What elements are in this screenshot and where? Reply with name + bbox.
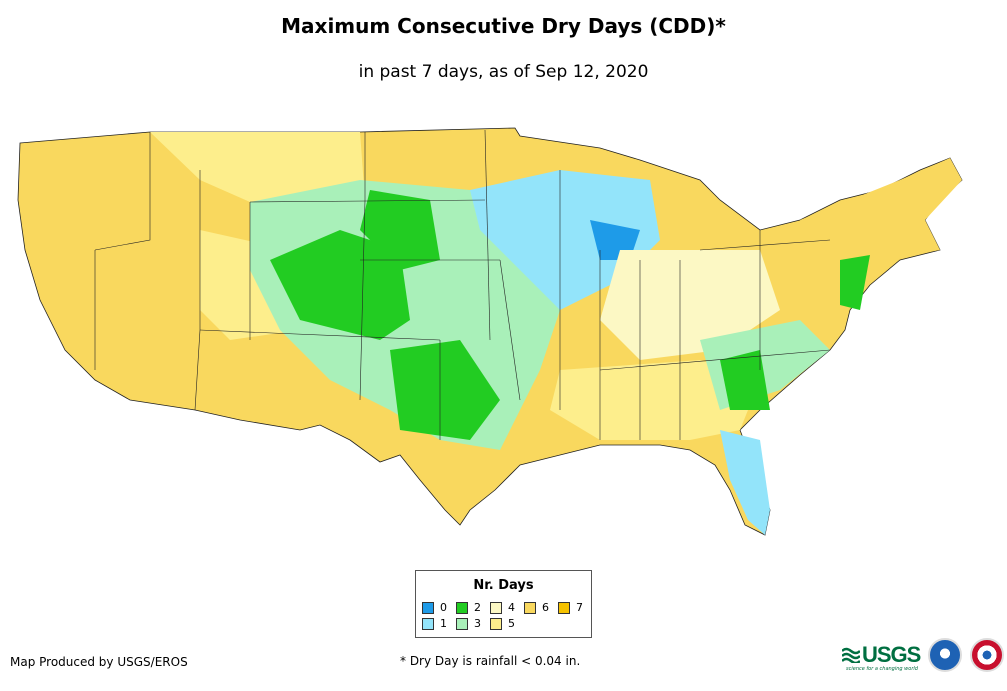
legend-item-2: 2 <box>456 601 481 614</box>
region-florida <box>720 430 770 535</box>
map-title: Maximum Consecutive Dry Days (CDD)* <box>281 14 726 38</box>
region-southeast <box>550 360 760 440</box>
usgs-tagline: science for a changing world <box>846 666 918 672</box>
noaa-logo <box>928 638 963 672</box>
region-ohio-valley <box>600 250 780 360</box>
legend-label-0: 0 <box>440 601 447 614</box>
map-subtitle: in past 7 days, as of Sep 12, 2020 <box>358 62 649 82</box>
legend-label-6: 6 <box>542 601 549 614</box>
legend-swatch-3 <box>456 617 468 630</box>
legend-swatch-6 <box>524 601 536 614</box>
legend-label-1: 1 <box>440 617 447 630</box>
legend-item-4: 4 <box>490 601 515 614</box>
region-plains-green <box>360 190 440 270</box>
usgs-logo-text: USGS <box>862 642 921 667</box>
legend-label-5: 5 <box>508 617 515 630</box>
legend-item-5: 5 <box>490 617 515 630</box>
region-northeast <box>800 158 962 270</box>
legend-swatch-4 <box>490 601 502 614</box>
region-northern-plains <box>150 132 365 202</box>
legend-swatch-2 <box>456 601 468 614</box>
state-borders <box>94 129 831 440</box>
legend-label-2: 2 <box>474 601 481 614</box>
legend-item-6: 6 <box>524 601 549 614</box>
legend-swatch-5 <box>490 617 502 630</box>
usgs-logo: USGS <box>842 642 921 668</box>
region-rockies-green <box>270 230 410 340</box>
legend-item-7: 7 <box>558 601 583 614</box>
legend: Nr. Days 0 2 4 6 7 1 3 5 <box>415 570 592 638</box>
legend-swatch-1 <box>422 617 434 630</box>
legend-label-3: 3 <box>474 617 481 630</box>
legend-item-1: 1 <box>422 617 447 630</box>
agency-logos: USGS science for a changing world <box>842 638 1005 672</box>
legend-swatch-7 <box>558 601 570 614</box>
usgs-wave-icon <box>842 647 860 663</box>
region-new-jersey-green <box>840 255 870 310</box>
credit-text: Map Produced by USGS/EROS <box>10 655 188 669</box>
us-dry-days-map <box>17 127 963 536</box>
region-southern-plains-green <box>390 340 500 440</box>
legend-item-0: 0 <box>422 601 447 614</box>
footnote-text: * Dry Day is rainfall < 0.04 in. <box>400 654 581 668</box>
legend-label-7: 7 <box>576 601 583 614</box>
legend-swatch-0 <box>422 601 434 614</box>
region-upper-midwest <box>470 170 660 310</box>
nws-logo <box>970 638 1005 672</box>
legend-title: Nr. Days <box>473 578 534 593</box>
region-appalachia-green <box>720 350 770 410</box>
legend-label-4: 4 <box>508 601 515 614</box>
legend-item-3: 3 <box>456 617 481 630</box>
